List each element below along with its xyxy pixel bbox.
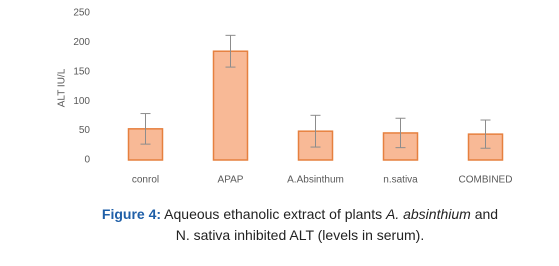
caption-segment: Figure 4: xyxy=(102,206,161,222)
x-tick-label: conrol xyxy=(132,175,159,186)
y-tick-label: 50 xyxy=(79,125,91,136)
error-bar xyxy=(225,34,236,68)
caption-line: Figure 4: Aqueous ethanolic extract of p… xyxy=(102,206,498,222)
caption-segment: A. absinthium xyxy=(385,206,471,222)
y-tick-label: 100 xyxy=(73,96,90,107)
x-tick-label: APAP xyxy=(218,175,244,186)
error-bar xyxy=(310,114,321,148)
y-tick-label: 0 xyxy=(84,155,90,166)
caption-segment: N. sativa inhibited ALT (levels in serum… xyxy=(176,227,424,243)
caption-segment: and xyxy=(471,206,498,222)
y-axis-label: ALT IU/L xyxy=(57,68,68,107)
y-tick-label: 200 xyxy=(73,37,90,48)
error-bar xyxy=(395,117,406,149)
y-tick-label: 150 xyxy=(73,66,90,77)
x-tick-label: A.Absinthum xyxy=(287,175,344,186)
error-bar xyxy=(140,113,151,145)
x-tick-label: n.sativa xyxy=(383,175,418,186)
error-bar xyxy=(480,119,491,149)
caption-line: N. sativa inhibited ALT (levels in serum… xyxy=(176,227,424,243)
y-tick-label: 250 xyxy=(73,8,90,19)
x-tick-label: COMBINED xyxy=(459,175,513,186)
caption-segment: Aqueous ethanolic extract of plants xyxy=(161,206,386,222)
